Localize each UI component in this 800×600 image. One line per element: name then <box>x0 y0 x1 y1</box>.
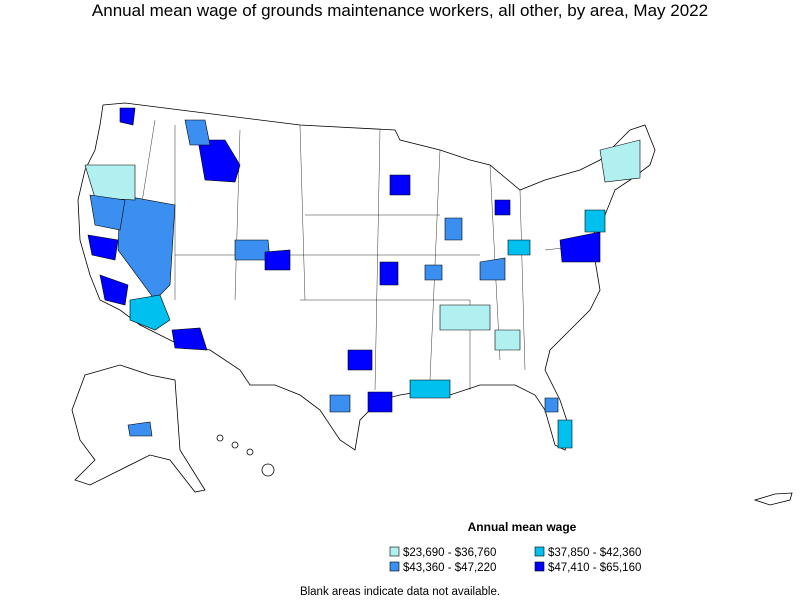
wage-area <box>99 274 129 306</box>
legend-label: $37,850 - $42,360 <box>548 547 641 559</box>
legend: Annual mean wage $23,690 - $36,760 $37,85… <box>389 520 641 574</box>
wage-area <box>494 329 521 351</box>
wage-area <box>544 397 559 413</box>
wage-area <box>84 164 136 201</box>
wage-area <box>184 119 211 146</box>
wage-area <box>479 257 506 281</box>
wage-area <box>389 174 411 196</box>
legend-label: $47,410 - $65,160 <box>548 562 641 574</box>
legend-swatch <box>534 561 545 572</box>
wage-area <box>129 294 171 331</box>
puerto-rico <box>753 492 793 506</box>
map <box>71 102 793 506</box>
hawaii <box>216 434 275 477</box>
wage-area <box>367 391 393 413</box>
wage-area <box>127 421 153 437</box>
legend-title: Annual mean wage <box>468 520 577 534</box>
wage-area <box>87 234 119 261</box>
wage-area <box>171 327 208 351</box>
wage-area <box>559 231 601 263</box>
legend-swatch <box>389 546 400 557</box>
wage-area <box>409 379 451 399</box>
wage-area <box>444 217 463 241</box>
wage-area <box>117 194 176 301</box>
wage-area <box>599 139 641 183</box>
wage-area <box>439 304 491 331</box>
map-title: Annual mean wage of grounds maintenance … <box>92 1 708 20</box>
footnote: Blank areas indicate data not available. <box>300 586 500 598</box>
wage-area <box>557 419 573 449</box>
wage-area <box>584 209 606 233</box>
legend-swatch <box>389 561 400 572</box>
legend-label: $43,360 - $47,220 <box>403 562 496 574</box>
wage-area <box>264 249 291 271</box>
wage-area <box>329 394 351 413</box>
wage-area <box>347 349 373 371</box>
wage-area <box>119 107 136 126</box>
legend-swatch <box>534 546 545 557</box>
legend-label: $23,690 - $36,760 <box>403 547 496 559</box>
wage-area <box>379 261 399 286</box>
wage-area <box>197 139 241 183</box>
wage-area <box>89 194 126 231</box>
wage-area <box>424 264 443 281</box>
contiguous-us <box>77 102 656 451</box>
wage-area <box>494 199 511 216</box>
wage-area <box>507 239 531 256</box>
